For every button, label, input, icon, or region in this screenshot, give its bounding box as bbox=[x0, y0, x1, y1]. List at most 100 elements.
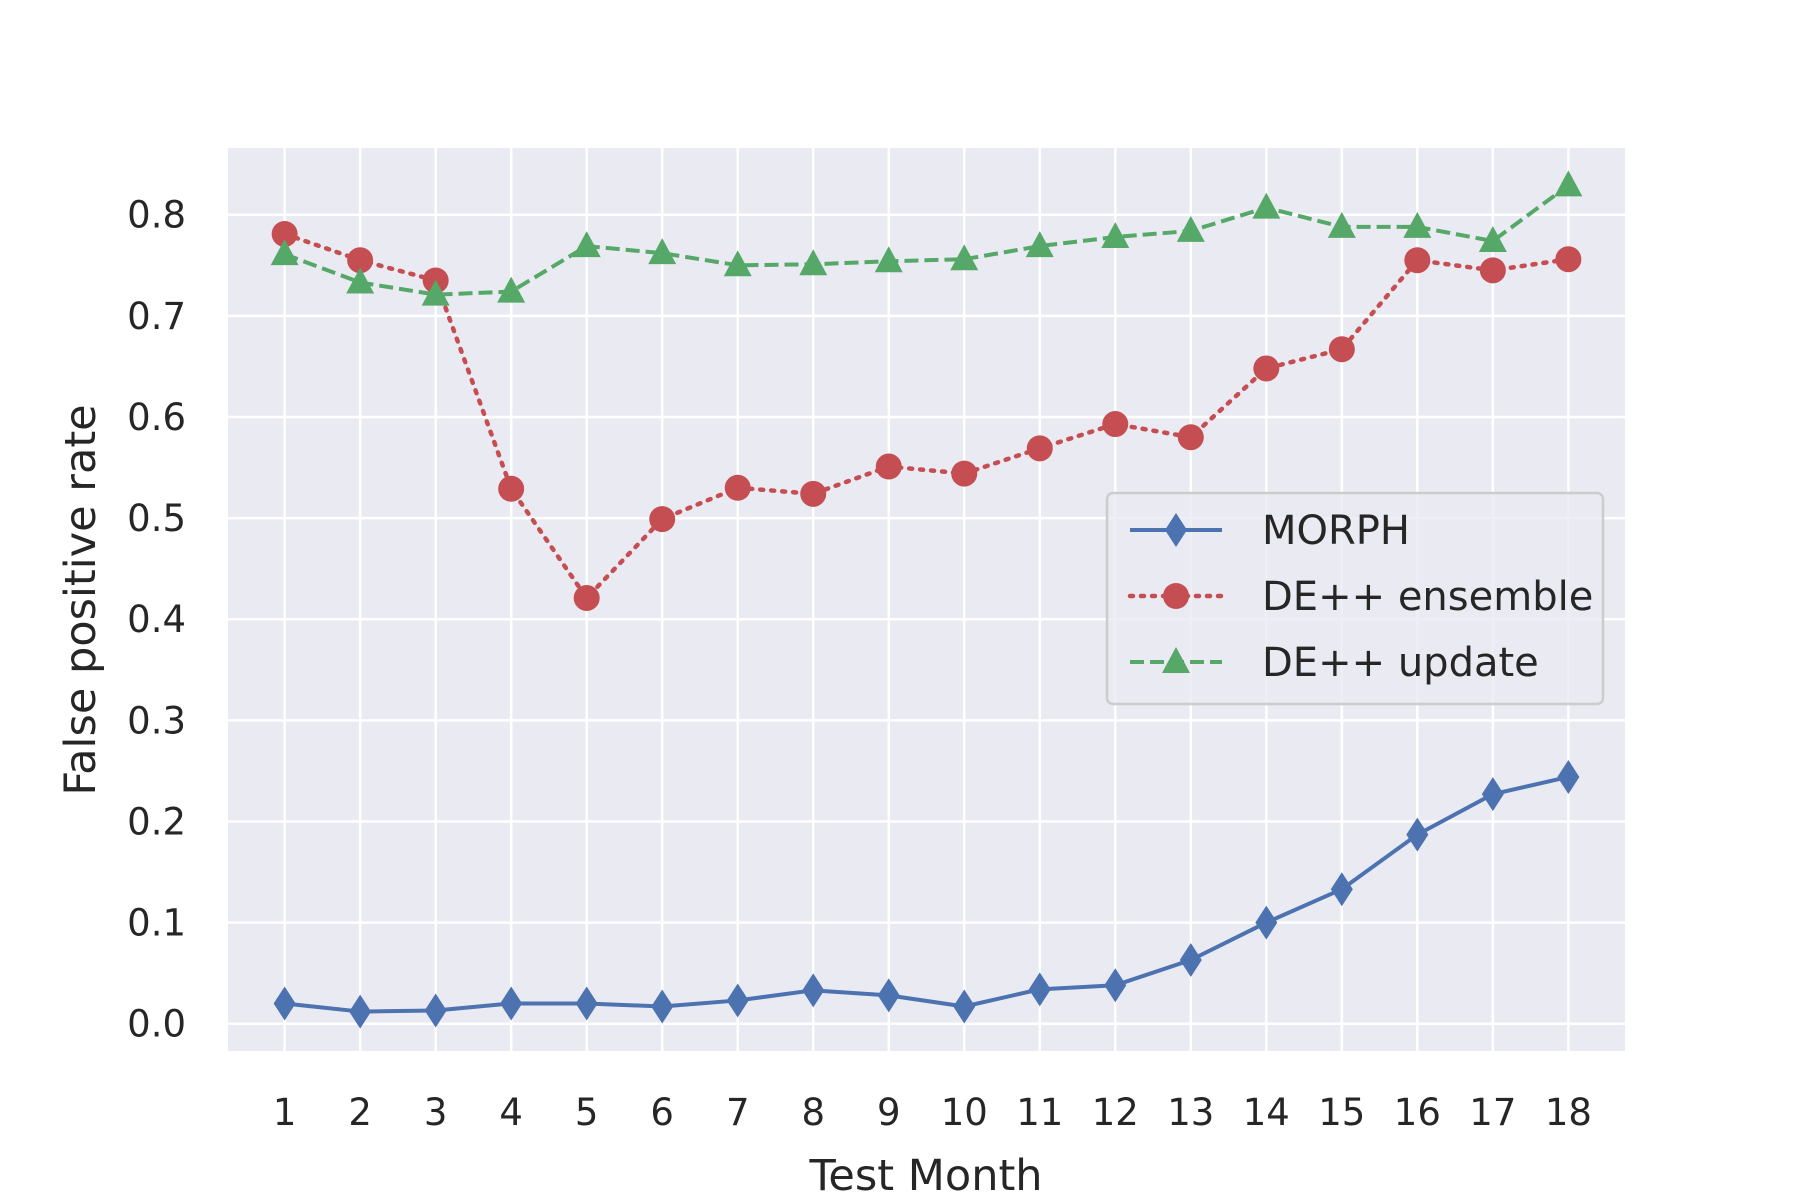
y-tick-label: 0.5 bbox=[127, 497, 186, 540]
data-point-depp-ensemble bbox=[1026, 435, 1053, 462]
x-tick-label: 16 bbox=[1394, 1091, 1441, 1134]
legend-entry-depp-update: DE++ update bbox=[1130, 640, 1539, 686]
data-point-depp-update bbox=[497, 276, 526, 303]
legend-entries: MORPH DE++ ensemble DE++ update bbox=[1127, 508, 1593, 686]
data-point-depp-update bbox=[1403, 211, 1432, 238]
data-point-depp-ensemble bbox=[1102, 411, 1129, 438]
x-tick-label: 4 bbox=[499, 1091, 523, 1134]
data-point-morph bbox=[953, 989, 976, 1024]
series-depp-update bbox=[270, 170, 1583, 306]
data-point-morph bbox=[1406, 817, 1429, 852]
series-morph bbox=[273, 759, 1580, 1029]
x-tick-label: 11 bbox=[1016, 1091, 1063, 1134]
data-point-morph bbox=[1557, 759, 1580, 794]
legend-marker bbox=[1165, 513, 1187, 547]
data-point-depp-ensemble bbox=[271, 220, 298, 247]
data-point-depp-update bbox=[572, 231, 601, 258]
y-axis-label: False positive rate bbox=[56, 404, 106, 795]
data-point-morph bbox=[424, 993, 447, 1028]
data-point-depp-update bbox=[270, 239, 299, 266]
data-point-depp-update bbox=[421, 279, 450, 306]
data-point-depp-ensemble bbox=[724, 474, 751, 501]
x-tick-label: 17 bbox=[1469, 1091, 1516, 1134]
data-point-depp-ensemble bbox=[1177, 424, 1204, 451]
data-point-depp-update bbox=[799, 249, 828, 276]
data-point-depp-update bbox=[1554, 170, 1583, 197]
data-point-depp-update bbox=[1327, 211, 1356, 238]
legend-label: DE++ ensemble bbox=[1262, 574, 1593, 620]
x-tick-label: 2 bbox=[348, 1091, 372, 1134]
data-point-depp-ensemble bbox=[1328, 336, 1355, 363]
series-line-depp-update bbox=[283, 183, 1570, 297]
data-point-depp-update bbox=[1252, 192, 1281, 219]
data-point-depp-update bbox=[648, 238, 677, 265]
data-point-depp-update bbox=[1025, 231, 1054, 258]
data-point-depp-ensemble bbox=[1555, 246, 1582, 273]
data-point-depp-ensemble bbox=[875, 453, 902, 480]
legend-entry-depp-ensemble: DE++ ensemble bbox=[1127, 574, 1593, 620]
data-point-depp-ensemble bbox=[1253, 355, 1280, 382]
series-layer bbox=[270, 170, 1583, 1029]
x-tick-label: 6 bbox=[650, 1091, 674, 1134]
data-point-depp-update bbox=[874, 246, 903, 273]
y-tick-label: 0.4 bbox=[127, 598, 186, 641]
x-tick-label: 15 bbox=[1318, 1091, 1365, 1134]
x-tick-label: 1 bbox=[273, 1091, 297, 1134]
data-point-morph bbox=[1028, 972, 1051, 1007]
x-tick-label: 7 bbox=[726, 1091, 750, 1134]
x-tick-label: 3 bbox=[424, 1091, 448, 1134]
data-point-depp-update bbox=[1101, 221, 1130, 248]
x-axis-label: Test Month bbox=[808, 1151, 1042, 1200]
y-tick-label: 0.3 bbox=[127, 699, 186, 742]
data-point-morph bbox=[500, 986, 523, 1021]
data-point-morph bbox=[726, 983, 749, 1018]
data-point-depp-update bbox=[346, 267, 375, 294]
data-point-morph bbox=[349, 994, 372, 1029]
y-tick-label: 0.8 bbox=[127, 194, 186, 237]
data-point-depp-ensemble bbox=[1479, 257, 1506, 284]
data-point-morph bbox=[273, 986, 296, 1021]
x-tick-label: 10 bbox=[941, 1091, 988, 1134]
x-tick-label: 12 bbox=[1092, 1091, 1139, 1134]
data-point-morph bbox=[1179, 942, 1202, 977]
series-line-depp-ensemble bbox=[282, 231, 1571, 601]
legend-box bbox=[1105, 491, 1605, 706]
data-point-depp-update bbox=[723, 250, 752, 277]
legend-marker bbox=[1162, 647, 1190, 673]
data-point-depp-ensemble bbox=[573, 584, 600, 611]
legend-label: MORPH bbox=[1262, 508, 1410, 554]
data-point-morph bbox=[1255, 905, 1278, 940]
data-point-depp-ensemble bbox=[347, 247, 374, 274]
data-point-depp-ensemble bbox=[498, 475, 525, 502]
legend-entry-morph: MORPH bbox=[1130, 508, 1410, 554]
y-tick-label: 0.0 bbox=[127, 1003, 186, 1046]
x-tick-label: 9 bbox=[877, 1091, 901, 1134]
x-tick-label: 14 bbox=[1243, 1091, 1290, 1134]
tick-labels: 1 2 3 4 5 6 7 8 9 10 11 12 13 14 15 16 17 180.00.10.20.30… bbox=[127, 194, 1592, 1134]
y-tick-label: 0.7 bbox=[127, 295, 186, 338]
data-point-morph bbox=[1104, 968, 1127, 1003]
data-point-morph bbox=[802, 973, 825, 1008]
data-point-depp-update bbox=[1176, 215, 1205, 242]
x-tick-label: 18 bbox=[1545, 1091, 1592, 1134]
data-point-depp-ensemble bbox=[649, 506, 676, 533]
x-tick-label: 8 bbox=[801, 1091, 825, 1134]
data-point-morph bbox=[877, 978, 900, 1013]
series-depp-ensemble bbox=[271, 220, 1582, 611]
y-tick-label: 0.2 bbox=[127, 800, 186, 843]
data-point-morph bbox=[651, 989, 674, 1024]
data-point-depp-update bbox=[1478, 226, 1507, 253]
legend-label: DE++ update bbox=[1262, 640, 1539, 686]
legend: MORPH DE++ ensemble DE++ update bbox=[1105, 491, 1605, 706]
x-tick-label: 13 bbox=[1167, 1091, 1214, 1134]
x-tick-label: 5 bbox=[575, 1091, 599, 1134]
data-point-morph bbox=[1330, 872, 1353, 907]
data-point-morph bbox=[575, 986, 598, 1021]
y-tick-label: 0.6 bbox=[127, 396, 186, 439]
data-point-depp-ensemble bbox=[951, 460, 978, 487]
data-point-depp-update bbox=[950, 244, 979, 271]
legend-marker bbox=[1163, 583, 1189, 609]
series-line-morph bbox=[284, 775, 1569, 1014]
data-point-depp-ensemble bbox=[800, 480, 827, 507]
